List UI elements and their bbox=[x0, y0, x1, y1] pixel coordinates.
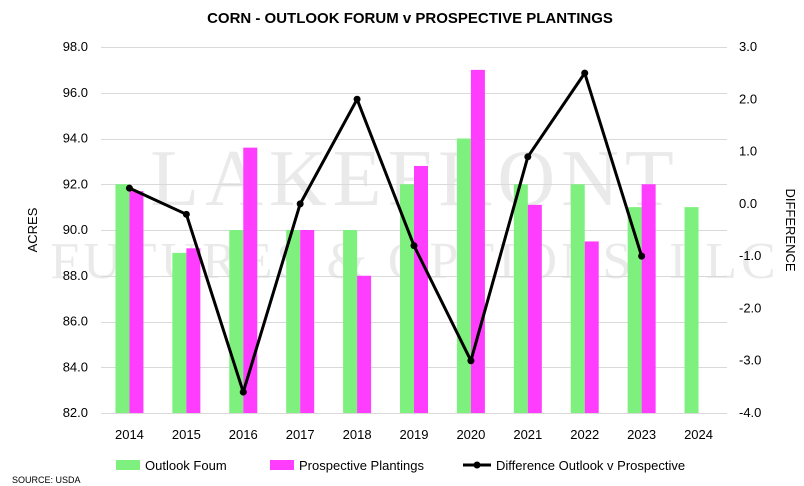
x-tick-label-2023: 2023 bbox=[627, 427, 656, 442]
x-tick-label-2020: 2020 bbox=[456, 427, 485, 442]
y-tick-label-5: 92.0 bbox=[63, 176, 88, 191]
bar-outlook-2018 bbox=[343, 230, 358, 413]
bar-outlook-2024 bbox=[684, 207, 699, 413]
bar-outlook-2017 bbox=[286, 230, 301, 413]
x-tick-label-2017: 2017 bbox=[286, 427, 315, 442]
x-tick-label-2014: 2014 bbox=[115, 427, 144, 442]
difference-point-2016 bbox=[239, 388, 247, 396]
y2-tick-label-4: 0.0 bbox=[739, 196, 757, 211]
y-tick-label-2: 86.0 bbox=[63, 314, 88, 329]
y-axis-ticks: 82.0 84.0 86.0 88.0 90.0 92.0 94.0 96.0 98.0 bbox=[63, 39, 88, 420]
bar-prospective-2015 bbox=[186, 248, 201, 413]
legend-swatch-outlook bbox=[116, 460, 140, 470]
y-axis-title: ACRES bbox=[25, 207, 40, 252]
legend: Outlook Foum Prospective Plantings Diffe… bbox=[116, 458, 685, 473]
bar-outlook-2019 bbox=[400, 184, 414, 413]
difference-point-2020 bbox=[467, 357, 475, 365]
y2-tick-label-6: 2.0 bbox=[739, 91, 757, 106]
difference-line bbox=[128, 71, 644, 394]
x-tick-label-2015: 2015 bbox=[172, 427, 201, 442]
difference-point-2017 bbox=[296, 200, 304, 208]
y-tick-label-4: 90.0 bbox=[63, 222, 88, 237]
difference-point-2019 bbox=[410, 242, 418, 250]
y-tick-label-1: 84.0 bbox=[63, 359, 88, 374]
bar-prospective-2021 bbox=[527, 204, 542, 413]
bar-prospective-2022 bbox=[584, 241, 599, 413]
legend-marker-difference bbox=[473, 461, 481, 469]
chart-title: CORN - OUTLOOK FORUM v PROSPECTIVE PLANT… bbox=[207, 10, 613, 27]
difference-point-2021 bbox=[524, 153, 532, 161]
bar-outlook-2022 bbox=[570, 184, 585, 413]
difference-point-2015 bbox=[182, 210, 190, 218]
bar-outlook-2016 bbox=[229, 230, 244, 413]
difference-point-2014 bbox=[125, 184, 133, 192]
x-axis-ticks: 2014 2015 2016 2017 2018 2019 2020 2021 2022 2023… bbox=[115, 427, 713, 442]
legend-label-outlook: Outlook Foum bbox=[145, 458, 227, 473]
bar-outlook-2015 bbox=[172, 252, 187, 413]
x-tick-label-2016: 2016 bbox=[229, 427, 258, 442]
bar-outlook-2023 bbox=[627, 207, 642, 413]
y2-tick-label-5: 1.0 bbox=[739, 144, 757, 159]
y2-tick-label-3: -1.0 bbox=[739, 248, 761, 263]
bar-outlook-2020 bbox=[456, 138, 471, 413]
difference-point-2022 bbox=[581, 69, 589, 77]
bar-outlook-2021 bbox=[513, 184, 528, 413]
y-tick-label-6: 94.0 bbox=[63, 131, 88, 146]
y2-tick-label-0: -4.0 bbox=[739, 405, 761, 420]
difference-line-layer bbox=[125, 69, 646, 396]
source-note: SOURCE: USDA bbox=[12, 475, 81, 485]
x-tick-label-2019: 2019 bbox=[400, 427, 429, 442]
bar-prospective-2016 bbox=[243, 147, 258, 413]
y-tick-label-8: 98.0 bbox=[63, 39, 88, 54]
y2-axis-title: DIFFERENCE bbox=[783, 188, 798, 271]
bar-prospective-2018 bbox=[357, 275, 372, 413]
bar-prospective-2017 bbox=[300, 230, 315, 413]
x-tick-label-2018: 2018 bbox=[343, 427, 372, 442]
x-tick-label-2022: 2022 bbox=[570, 427, 599, 442]
x-tick-label-2024: 2024 bbox=[684, 427, 713, 442]
bar-outlook-2014 bbox=[115, 184, 130, 413]
bars bbox=[115, 69, 699, 413]
x-tick-label-2021: 2021 bbox=[513, 427, 542, 442]
y2-tick-label-2: -2.0 bbox=[739, 300, 761, 315]
legend-swatch-prospective bbox=[270, 460, 294, 470]
difference-point-2018 bbox=[353, 95, 361, 103]
y2-axis-ticks: -4.0 -3.0 -2.0 -1.0 0.0 1.0 2.0 3.0 bbox=[739, 39, 761, 420]
bar-prospective-2014 bbox=[129, 191, 144, 413]
y-tick-label-3: 88.0 bbox=[63, 268, 88, 283]
bar-prospective-2023 bbox=[641, 184, 656, 413]
y2-tick-label-7: 3.0 bbox=[739, 39, 757, 54]
bar-prospective-2019 bbox=[414, 165, 428, 413]
legend-label-prospective: Prospective Plantings bbox=[299, 458, 425, 473]
y-tick-label-0: 82.0 bbox=[63, 405, 88, 420]
legend-label-difference: Difference Outlook v Prospective bbox=[496, 458, 685, 473]
y2-tick-label-1: -3.0 bbox=[739, 353, 761, 368]
y-tick-label-7: 96.0 bbox=[63, 85, 88, 100]
difference-point-2023 bbox=[638, 252, 646, 260]
